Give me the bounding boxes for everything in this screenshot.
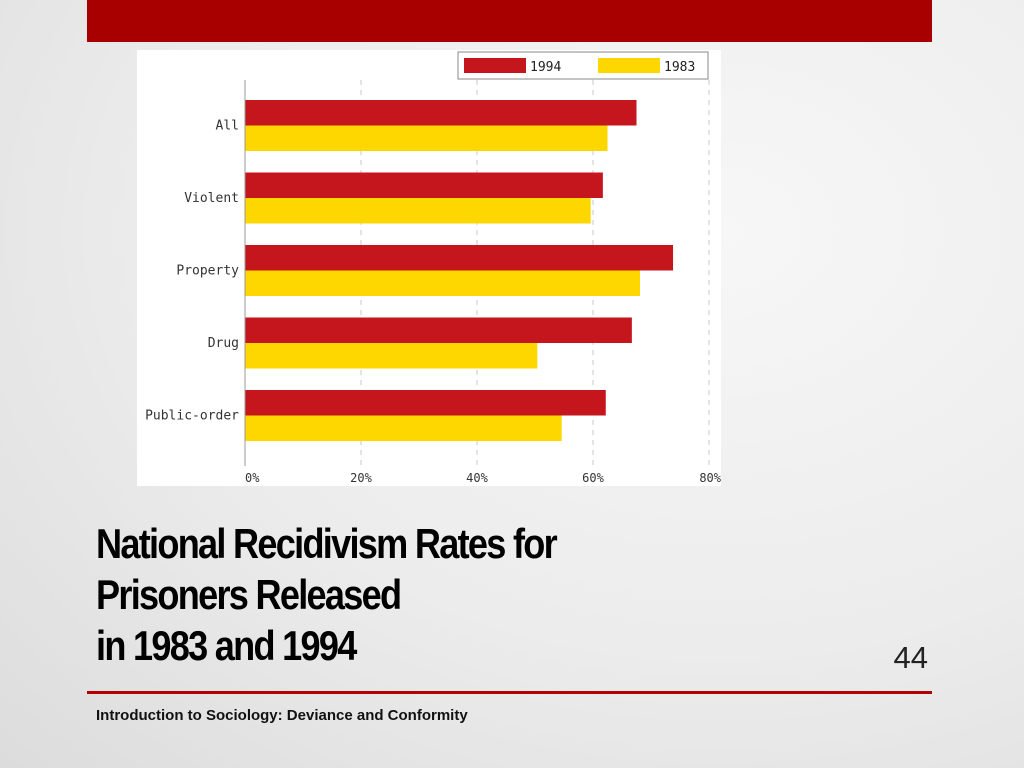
legend-label-1994: 1994: [530, 60, 561, 75]
slide-title-line-2: Prisoners Released: [96, 571, 402, 618]
bar-1983-drug: [245, 343, 538, 369]
bar-1994-all: [245, 100, 637, 126]
x-tick-label-1: 20%: [350, 471, 372, 485]
legend-swatch-1983: [598, 58, 660, 73]
bar-1994-drug: [245, 317, 632, 343]
bar-1994-public-order: [245, 390, 606, 416]
legend-swatch-1994: [464, 58, 526, 73]
category-label-property: Property: [176, 264, 239, 279]
recidivism-bar-chart: All Violent Property Drug Public-order 0% 20% 4…: [137, 50, 721, 486]
slide-title-line-3: in 1983 and 1994: [96, 622, 357, 669]
bar-1983-all: [245, 125, 608, 151]
legend-label-1983: 1983: [664, 60, 695, 75]
bar-1983-property: [245, 270, 640, 296]
bar-1983-violent: [245, 198, 591, 224]
top-accent-bar: [87, 0, 932, 42]
x-tick-label-2: 40%: [466, 471, 488, 485]
footer-text: Introduction to Sociology: Deviance and …: [96, 707, 468, 724]
bar-1994-property: [245, 245, 674, 271]
slide-title-line-1: National Recidivism Rates for: [96, 520, 558, 567]
page-number: 44: [893, 640, 928, 675]
x-tick-label-0: 0%: [245, 471, 260, 485]
chart-canvas: All Violent Property Drug Public-order 0% 20% 4…: [145, 51, 721, 485]
bar-1983-public-order: [245, 415, 562, 441]
category-label-violent: Violent: [184, 191, 239, 206]
slide-title: National Recidivism Rates for Prisoners …: [96, 518, 698, 671]
bar-1994-violent: [245, 172, 603, 198]
footer-divider: [87, 691, 932, 694]
category-label-all: All: [216, 119, 239, 134]
category-label-drug: Drug: [208, 336, 239, 351]
x-tick-label-4: 80%: [699, 471, 721, 485]
x-tick-label-3: 60%: [582, 471, 604, 485]
category-label-public-order: Public-order: [145, 409, 239, 424]
